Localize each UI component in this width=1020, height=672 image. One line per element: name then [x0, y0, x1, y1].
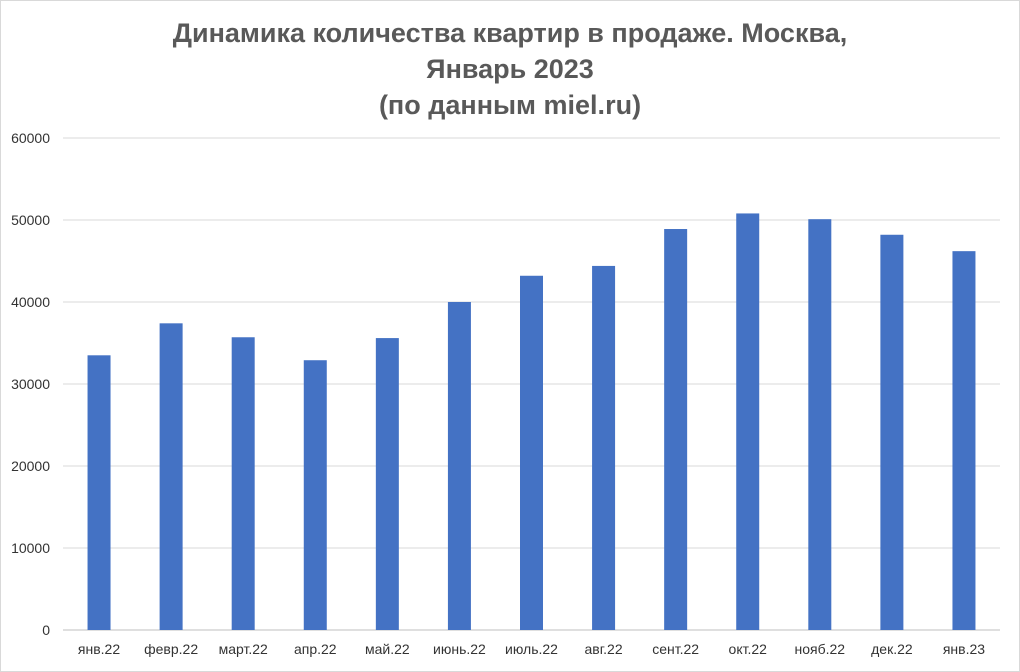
bar-март.22: [231, 337, 255, 630]
bar-нояб.22: [808, 219, 832, 630]
x-tick-label: нояб.22: [795, 641, 846, 657]
x-tick-label: сент.22: [652, 641, 699, 657]
x-tick-label: февр.22: [144, 641, 198, 657]
x-axis-tick-labels: янв.22 февр.22 март.22 апр.22 май.22 июнь.22 и…: [78, 641, 985, 657]
x-tick-label: авг.22: [585, 641, 623, 657]
x-tick-label: июнь.22: [433, 641, 486, 657]
chart-title: Динамика количества квартир в продаже. М…: [1, 15, 1019, 123]
bar-февр.22: [159, 323, 183, 630]
y-tick-label: 60000: [11, 130, 50, 146]
x-tick-label: март.22: [219, 641, 268, 657]
bar-апр.22: [303, 360, 327, 630]
x-tick-label: окт.22: [729, 641, 768, 657]
bar-янв.22: [87, 355, 111, 630]
y-tick-label: 20000: [11, 458, 50, 474]
y-tick-label: 30000: [11, 376, 50, 392]
x-tick-label: май.22: [365, 641, 410, 657]
x-tick-label: янв.23: [943, 641, 985, 657]
x-tick-label: апр.22: [294, 641, 337, 657]
bar-дек.22: [880, 234, 904, 630]
bar-окт.22: [736, 213, 760, 630]
y-tick-label: 50000: [11, 212, 50, 228]
chart-title-line-2: Январь 2023: [426, 54, 594, 84]
y-tick-label: 40000: [11, 294, 50, 310]
bar-янв.23: [952, 251, 976, 630]
bars: [87, 213, 976, 630]
bar-авг.22: [592, 265, 616, 630]
bar-май.22: [375, 338, 399, 630]
bar-июнь.22: [447, 302, 471, 630]
x-tick-label: янв.22: [78, 641, 120, 657]
y-tick-label: 10000: [11, 540, 50, 556]
chart-title-line-3: (по данным miel.ru): [378, 90, 642, 120]
x-tick-label: июль.22: [505, 641, 558, 657]
chart-title-line-1: Динамика количества квартир в продаже. М…: [172, 18, 848, 48]
y-tick-label: 0: [42, 622, 50, 638]
x-tick-label: дек.22: [871, 641, 913, 657]
bar-сент.22: [664, 229, 688, 630]
y-axis-tick-labels: 0 10000 20000 30000 40000 50000 60000: [11, 130, 50, 638]
bar-июль.22: [520, 275, 543, 630]
